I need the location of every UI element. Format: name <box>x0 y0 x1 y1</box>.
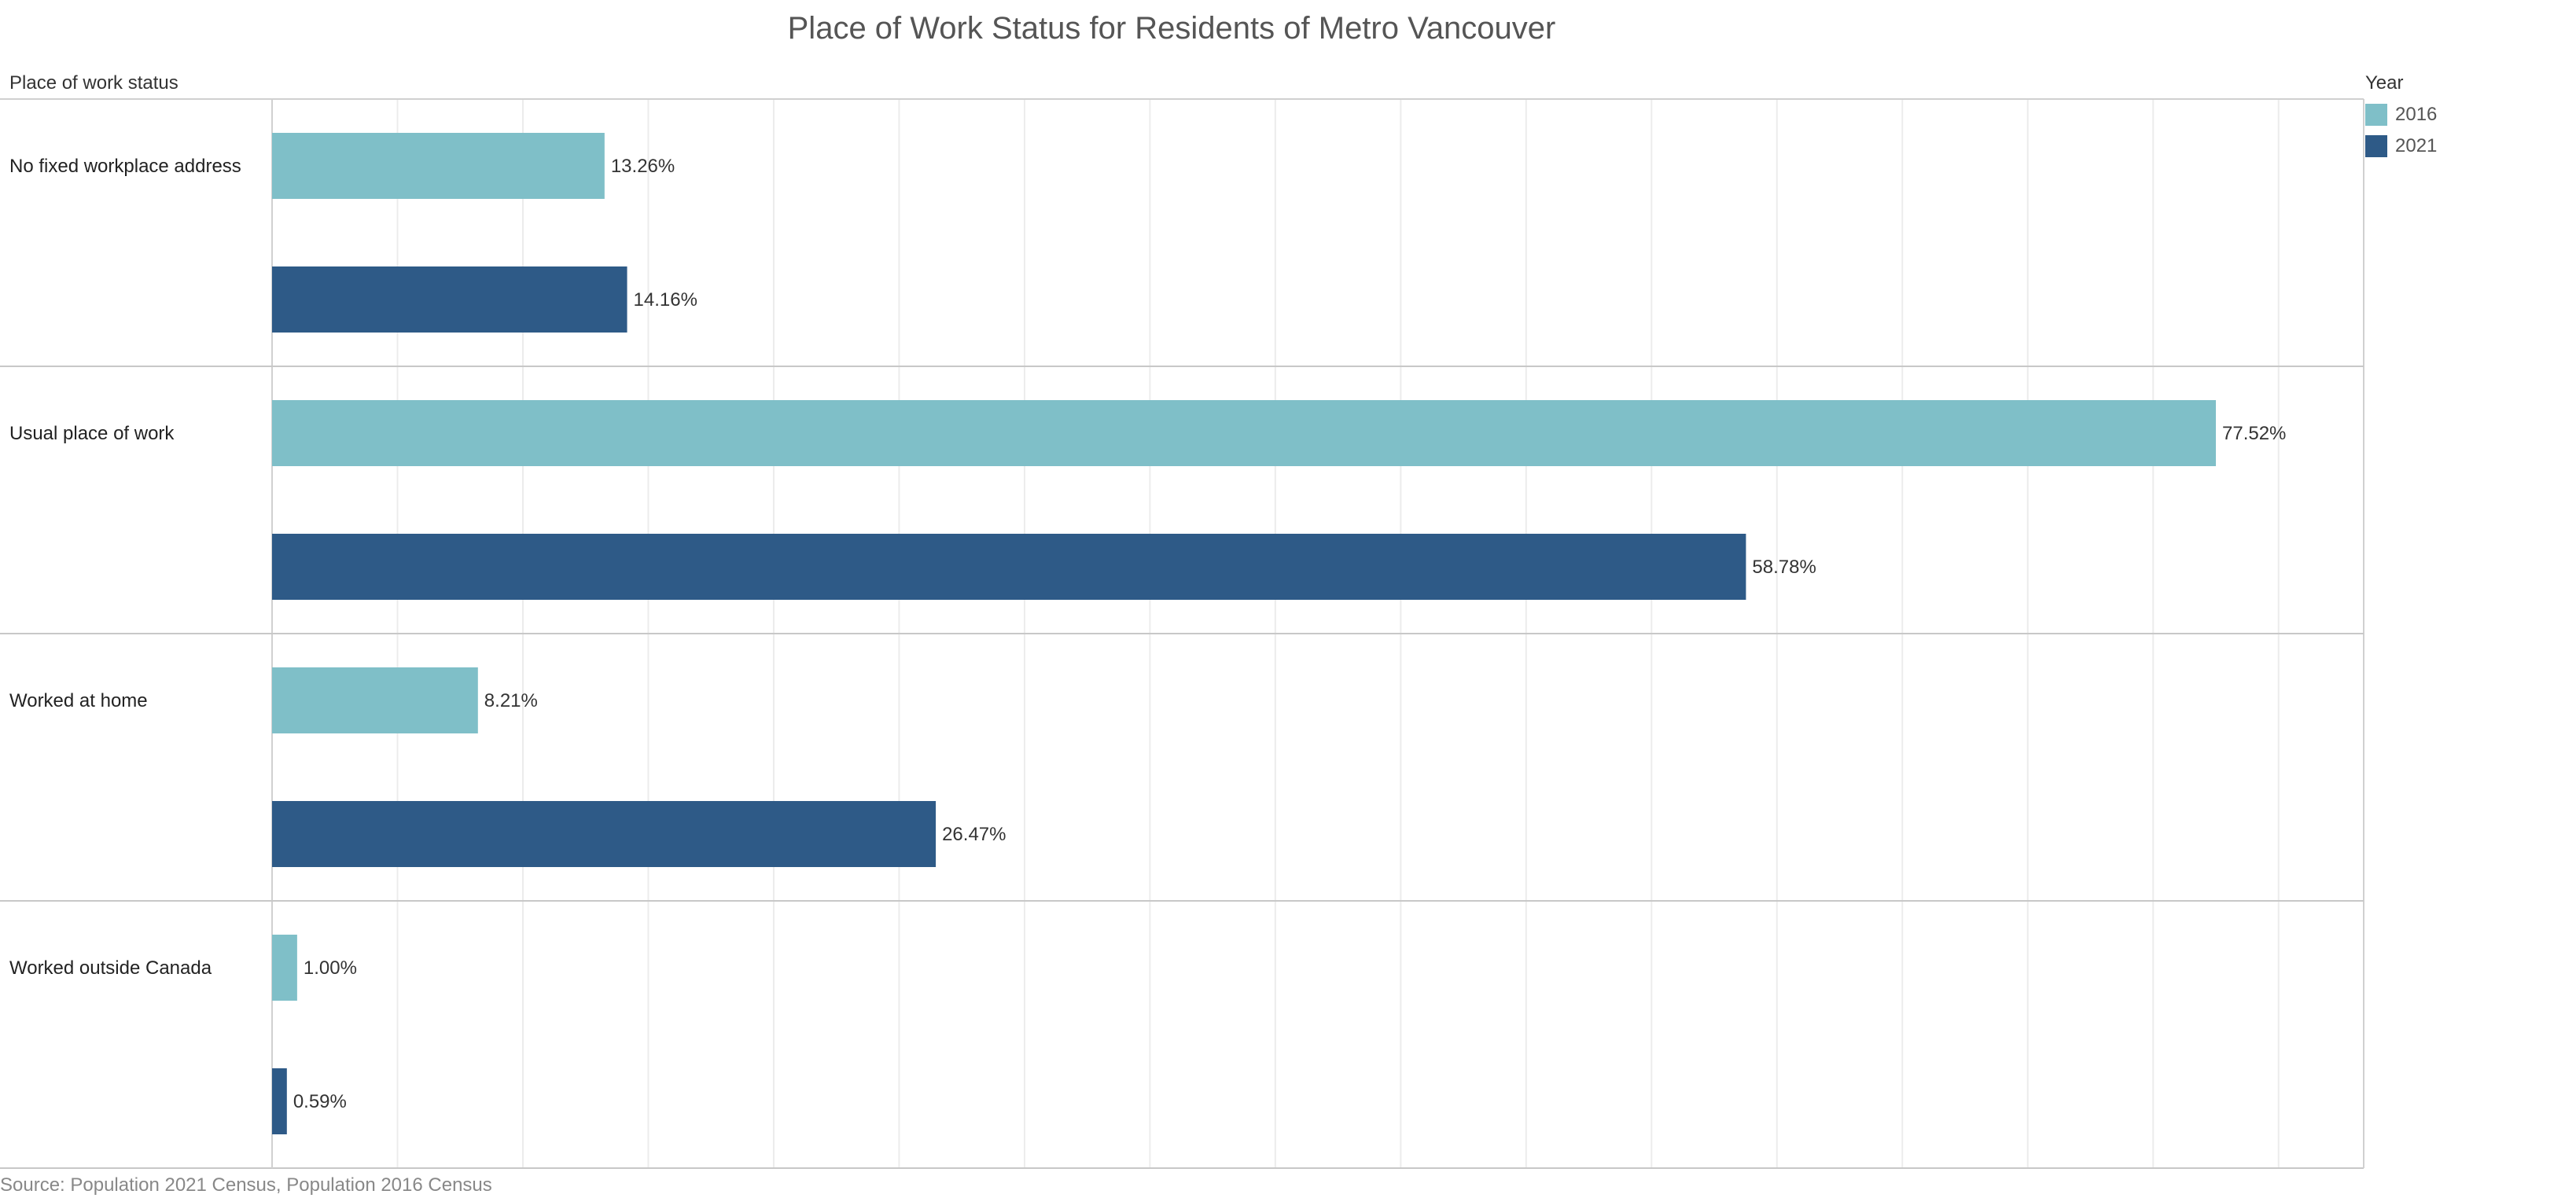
category-label: Worked outside Canada <box>9 957 212 979</box>
bar-2021-0 <box>272 266 627 333</box>
legend-swatch-2021 <box>2365 135 2387 157</box>
data-label-2016-1: 77.52% <box>2222 423 2286 444</box>
data-label-2016-3: 1.00% <box>304 957 357 979</box>
bar-2016-1 <box>272 400 2216 466</box>
legend-title: Year <box>2365 72 2404 94</box>
bar-2021-3 <box>272 1068 287 1134</box>
bar-2021-1 <box>272 534 1746 600</box>
chart-title: Place of Work Status for Residents of Me… <box>787 11 1556 46</box>
category-label: Usual place of work <box>9 423 175 444</box>
source-note: Source: Population 2021 Census, Populati… <box>0 1174 492 1196</box>
data-label-2016-2: 8.21% <box>484 690 538 711</box>
category-label: Worked at home <box>9 690 148 711</box>
legend: Year 2016 2021 <box>2365 72 2554 162</box>
data-label-2021-0: 14.16% <box>634 289 697 311</box>
bar-2021-2 <box>272 801 937 867</box>
data-label-2021-1: 58.78% <box>1752 557 1816 578</box>
bar-2016-3 <box>272 935 297 1001</box>
legend-item-2021[interactable]: 2021 <box>2365 130 2554 162</box>
data-label-2021-2: 26.47% <box>942 824 1006 845</box>
legend-swatch-2016 <box>2365 104 2387 126</box>
category-label: No fixed workplace address <box>9 156 241 177</box>
legend-label-2021: 2021 <box>2395 135 2438 156</box>
row-header: Place of work status <box>9 72 178 94</box>
data-label-2016-0: 13.26% <box>611 156 675 177</box>
legend-label-2016: 2016 <box>2395 104 2438 125</box>
bar-2016-2 <box>272 667 478 733</box>
legend-item-2016[interactable]: 2016 <box>2365 99 2554 130</box>
bar-2016-0 <box>272 133 605 199</box>
data-label-2021-3: 0.59% <box>293 1091 347 1112</box>
